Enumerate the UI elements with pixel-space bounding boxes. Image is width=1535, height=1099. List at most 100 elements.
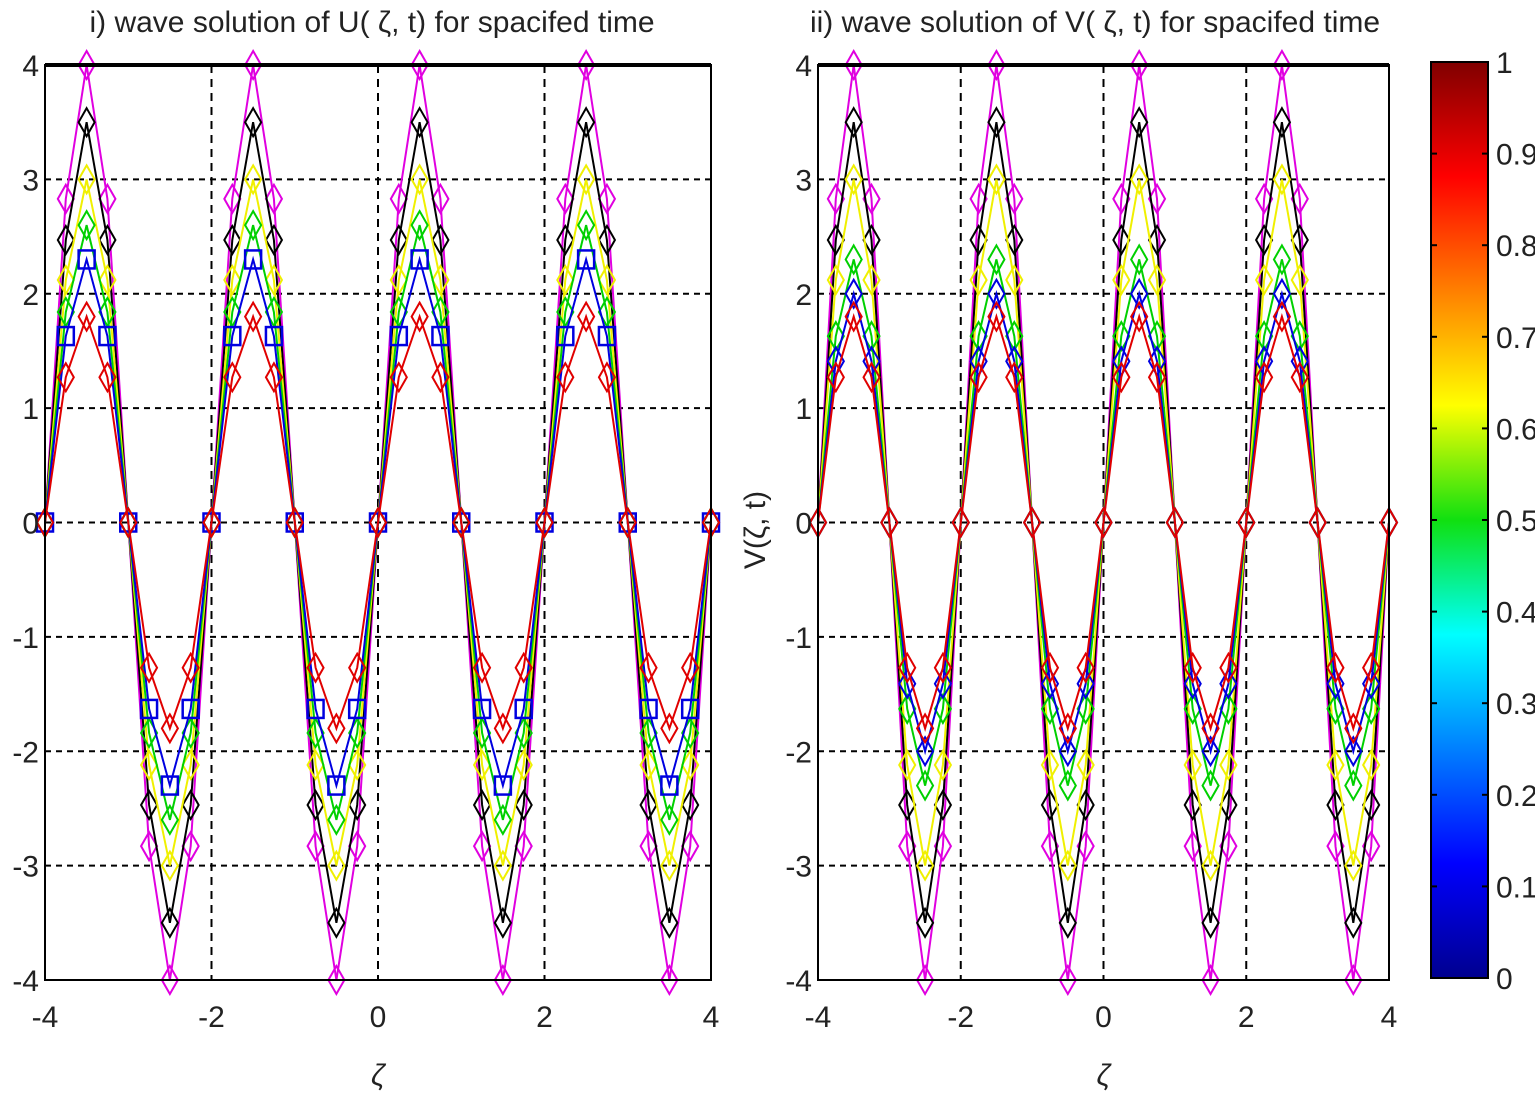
- y-tick-label: 3: [795, 164, 812, 197]
- y-tick-label: -2: [12, 736, 39, 769]
- data-point-red: [1272, 300, 1292, 333]
- data-point-red: [327, 712, 346, 745]
- series-line-red: [44, 313, 712, 732]
- data-point-yellow: [1254, 264, 1274, 297]
- data-point-red: [181, 651, 200, 684]
- data-point-black: [348, 788, 367, 822]
- y-tick-label: 1: [795, 393, 812, 426]
- data-point-red: [389, 361, 408, 394]
- data-point-green: [77, 209, 96, 242]
- data-point-red: [264, 361, 284, 394]
- data-point-magenta: [862, 182, 881, 215]
- data-point-magenta: [1272, 48, 1292, 82]
- colorbar-tick-label: 0.1: [1496, 871, 1535, 904]
- data-point-magenta: [1147, 182, 1167, 215]
- y-tick-label: -3: [785, 851, 812, 884]
- data-point-magenta: [660, 963, 679, 997]
- data-point-magenta: [223, 182, 242, 215]
- x-axis-label: ζ: [1097, 1059, 1113, 1092]
- data-point-magenta: [472, 830, 492, 863]
- data-point-black: [98, 223, 117, 257]
- data-point-magenta: [410, 48, 429, 82]
- y-tick-label: -4: [785, 965, 812, 998]
- data-point-red: [556, 361, 575, 394]
- data-point-blue: [56, 325, 76, 347]
- data-point-red: [1022, 506, 1042, 539]
- data-point-black: [660, 906, 679, 939]
- x-axis-label: ζ: [371, 1059, 387, 1092]
- data-point-red: [597, 361, 617, 394]
- data-point-black: [639, 788, 658, 822]
- data-point-black: [1130, 106, 1149, 139]
- data-point-green: [969, 320, 988, 353]
- data-point-red: [1130, 300, 1149, 333]
- data-point-red: [951, 506, 970, 539]
- data-point-magenta: [160, 963, 180, 997]
- data-point-red: [639, 651, 658, 684]
- chart-title: ii) wave solution of V( ζ, t) for spacif…: [810, 6, 1380, 39]
- data-point-yellow: [862, 264, 881, 297]
- x-tick-label: 2: [536, 1001, 553, 1034]
- data-point-green: [410, 209, 429, 242]
- data-point-yellow: [493, 849, 513, 882]
- data-point-blue: [98, 325, 117, 347]
- data-point-red: [223, 361, 242, 394]
- data-point-blue: [1272, 277, 1292, 310]
- data-point-yellow: [514, 748, 533, 781]
- data-point-green: [1130, 243, 1149, 276]
- data-point-blue: [1219, 667, 1238, 700]
- data-point-black: [77, 106, 96, 139]
- colorbar-tick-label: 0.4: [1496, 597, 1535, 630]
- y-tick-label: 0: [22, 508, 39, 541]
- data-point-black: [1201, 906, 1220, 939]
- data-point-red: [1290, 361, 1309, 394]
- data-point-red: [410, 300, 429, 333]
- data-point-black: [1290, 223, 1309, 257]
- data-point-black: [1272, 106, 1292, 139]
- data-point-blue: [933, 667, 953, 700]
- data-point-blue: [1326, 667, 1345, 700]
- y-tick-label: 2: [795, 279, 812, 312]
- data-point-green: [1254, 320, 1274, 353]
- colorbar-tick-label: 0.2: [1496, 780, 1535, 813]
- data-point-black: [969, 223, 988, 257]
- data-point-blue: [181, 698, 200, 720]
- data-point-green: [826, 320, 845, 353]
- x-tick-label: 2: [1238, 1001, 1255, 1034]
- data-point-yellow: [576, 163, 596, 196]
- data-point-green: [987, 243, 1006, 276]
- data-point-blue: [1183, 667, 1202, 700]
- data-point-magenta: [844, 48, 863, 82]
- data-point-magenta: [576, 48, 596, 82]
- data-point-yellow: [844, 163, 863, 196]
- data-point-magenta: [597, 182, 617, 215]
- data-point-blue: [514, 698, 533, 720]
- data-point-red: [844, 300, 863, 333]
- data-point-black: [243, 106, 263, 139]
- data-point-yellow: [139, 748, 159, 781]
- data-point-magenta: [264, 182, 284, 215]
- data-point-black: [431, 223, 450, 257]
- y-tick-label: 0: [795, 508, 812, 541]
- data-point-yellow: [1112, 264, 1131, 297]
- data-point-magenta: [1130, 48, 1149, 82]
- data-point-red: [348, 651, 367, 684]
- data-point-black: [597, 223, 617, 257]
- data-point-blue: [1344, 735, 1363, 768]
- data-point-magenta: [389, 182, 408, 215]
- data-point-black: [681, 788, 700, 822]
- data-point-black: [223, 223, 242, 257]
- data-point-yellow: [98, 264, 117, 297]
- y-tick-label: -2: [785, 736, 812, 769]
- colorbar-tick-label: 0.8: [1496, 230, 1535, 263]
- data-point-blue: [987, 277, 1006, 310]
- data-point-red: [933, 651, 953, 684]
- data-point-red: [618, 506, 637, 539]
- data-point-green: [1272, 243, 1292, 276]
- data-point-red: [452, 506, 471, 539]
- data-point-red: [493, 712, 513, 745]
- y-tick-label: 2: [22, 279, 39, 312]
- data-point-red: [56, 361, 75, 394]
- data-point-yellow: [1130, 163, 1149, 196]
- data-point-yellow: [431, 264, 450, 297]
